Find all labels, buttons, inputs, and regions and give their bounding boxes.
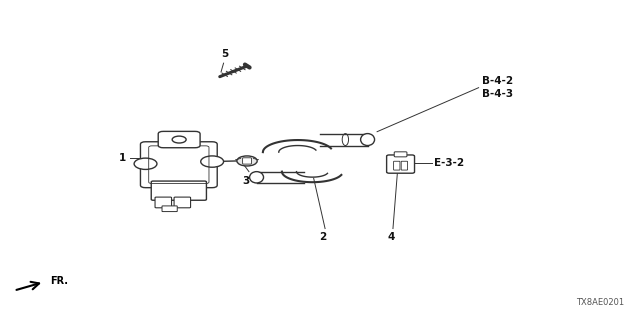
Text: 4: 4: [387, 232, 395, 242]
Text: 3: 3: [242, 176, 250, 186]
FancyBboxPatch shape: [155, 197, 172, 208]
Text: 1: 1: [119, 153, 127, 163]
FancyBboxPatch shape: [394, 152, 407, 157]
FancyBboxPatch shape: [174, 197, 191, 208]
FancyBboxPatch shape: [387, 155, 415, 173]
FancyBboxPatch shape: [158, 132, 200, 148]
Circle shape: [172, 136, 186, 143]
FancyBboxPatch shape: [394, 161, 400, 170]
Circle shape: [134, 158, 157, 169]
Text: B-4-3: B-4-3: [482, 89, 513, 99]
Text: B-4-2: B-4-2: [482, 76, 513, 86]
Circle shape: [243, 159, 251, 163]
Text: TX8AE0201: TX8AE0201: [577, 298, 625, 307]
FancyBboxPatch shape: [243, 158, 252, 164]
FancyBboxPatch shape: [162, 206, 177, 212]
Text: FR.: FR.: [51, 276, 68, 286]
Circle shape: [201, 156, 223, 167]
FancyBboxPatch shape: [401, 161, 408, 170]
FancyBboxPatch shape: [151, 181, 207, 200]
Ellipse shape: [250, 172, 264, 183]
Text: 5: 5: [221, 49, 228, 60]
Text: E-3-2: E-3-2: [434, 157, 465, 167]
Text: 2: 2: [319, 232, 327, 242]
Circle shape: [237, 156, 257, 166]
FancyBboxPatch shape: [140, 142, 217, 188]
Ellipse shape: [360, 133, 374, 146]
